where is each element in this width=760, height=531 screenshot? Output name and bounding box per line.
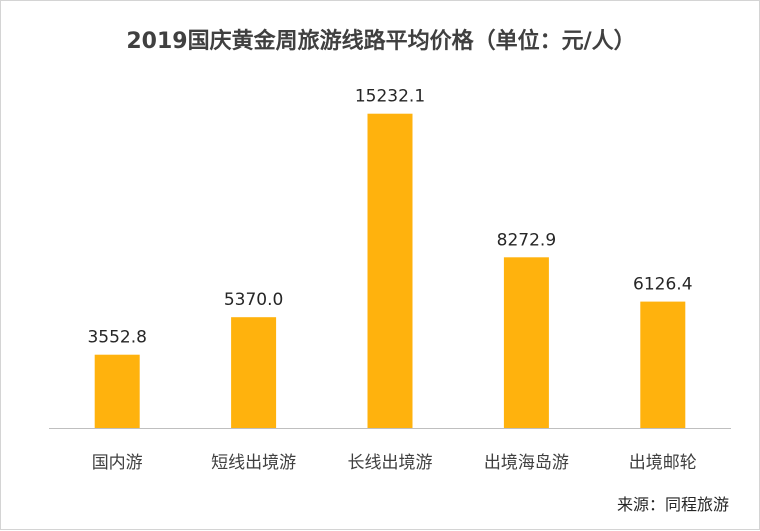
category-label-2: 短线出境游 <box>211 453 296 473</box>
category-label-1: 国内游 <box>92 453 143 473</box>
bar-value-label-3: 15232.1 <box>355 87 425 107</box>
bar-value-label-4: 8272.9 <box>497 230 556 250</box>
category-label-4: 出境海岛游 <box>484 453 569 473</box>
bar-4 <box>503 257 549 428</box>
bar-value-label-1: 3552.8 <box>87 328 146 348</box>
bar-1 <box>94 354 140 428</box>
category-label-3: 长线出境游 <box>348 453 433 473</box>
category-label-5: 出境邮轮 <box>629 453 697 473</box>
bar-5 <box>640 301 686 428</box>
chart-title: 2019国庆黄金周旅游线路平均价格（单位：元/人） <box>126 29 636 54</box>
bar-3 <box>367 113 413 428</box>
bar-value-label-5: 6126.4 <box>633 275 692 295</box>
source-note: 来源：同程旅游 <box>616 495 729 514</box>
bar-value-label-2: 5370.0 <box>224 290 283 310</box>
bar-2 <box>231 317 277 428</box>
